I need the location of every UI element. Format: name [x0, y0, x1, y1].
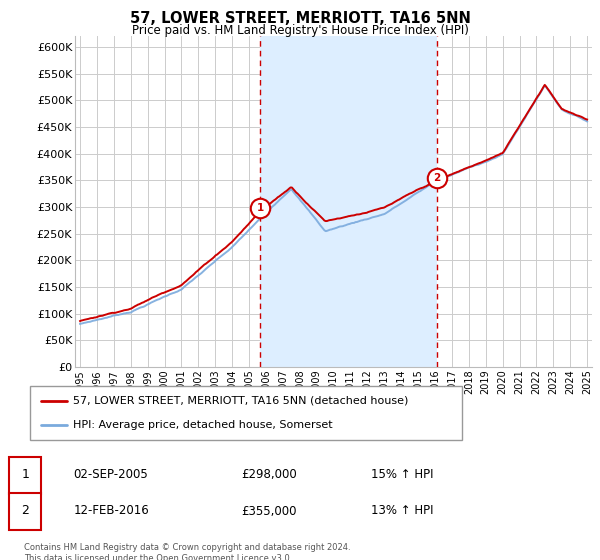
- Text: 12-FEB-2016: 12-FEB-2016: [74, 505, 149, 517]
- FancyBboxPatch shape: [9, 493, 41, 530]
- Text: 2: 2: [21, 505, 29, 517]
- Text: £298,000: £298,000: [241, 468, 297, 481]
- Text: 57, LOWER STREET, MERRIOTT, TA16 5NN: 57, LOWER STREET, MERRIOTT, TA16 5NN: [130, 11, 470, 26]
- Text: 1: 1: [257, 203, 264, 213]
- Text: 15% ↑ HPI: 15% ↑ HPI: [371, 468, 433, 481]
- Text: 13% ↑ HPI: 13% ↑ HPI: [371, 505, 433, 517]
- FancyBboxPatch shape: [9, 456, 41, 493]
- Text: 02-SEP-2005: 02-SEP-2005: [74, 468, 148, 481]
- Text: 57, LOWER STREET, MERRIOTT, TA16 5NN (detached house): 57, LOWER STREET, MERRIOTT, TA16 5NN (de…: [73, 396, 409, 406]
- Text: Contains HM Land Registry data © Crown copyright and database right 2024.
This d: Contains HM Land Registry data © Crown c…: [24, 543, 350, 560]
- Text: 2: 2: [433, 172, 440, 183]
- Text: HPI: Average price, detached house, Somerset: HPI: Average price, detached house, Some…: [73, 419, 333, 430]
- Text: Price paid vs. HM Land Registry's House Price Index (HPI): Price paid vs. HM Land Registry's House …: [131, 24, 469, 37]
- Text: 1: 1: [21, 468, 29, 481]
- Text: £355,000: £355,000: [241, 505, 297, 517]
- Bar: [260, 36, 437, 367]
- FancyBboxPatch shape: [30, 386, 462, 440]
